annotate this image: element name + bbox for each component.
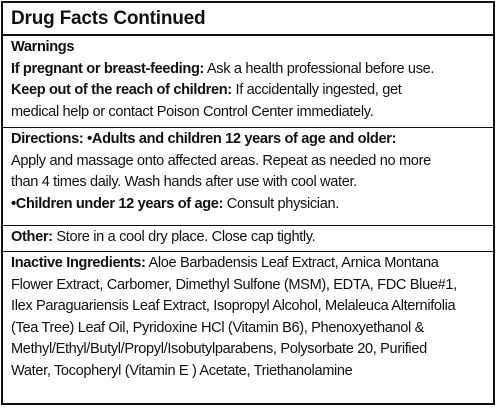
adults-text-1: Apply and massage onto affected areas. R… [11,152,431,169]
inactive-line-6: Water, Tocopheryl (Vitamin E ) Acetate, … [11,362,353,379]
panel-title: Drug Facts Continued [3,3,493,36]
inactive-ingredients-section: Inactive Ingredients: Aloe Barbadensis L… [3,252,493,384]
other-text: Store in a cool dry place. Close cap tig… [56,229,316,245]
warnings-heading: Warnings [11,39,75,55]
under12-line: •Children under 12 years of age: Consult… [11,194,485,216]
bullet-icon: • [87,131,92,147]
warnings-section: Warnings If pregnant or breast-feeding: … [3,36,493,128]
bullet-icon: • [11,195,16,212]
children-warning: Keep out of the reach of children: If ac… [11,80,485,102]
directions-section: Directions: •Adults and children 12 year… [3,128,493,226]
adults-text-2: than 4 times daily. Wash hands after use… [11,174,357,190]
other-section: Other: Store in a cool dry place. Close … [3,226,493,252]
inactive-line-4: (Tea Tree) Leaf Oil, Pyridoxine HCl (Vit… [11,319,425,336]
under12-text: Consult physician. [226,195,339,212]
pregnant-warning: If pregnant or breast-feeding: Ask a hea… [11,59,485,81]
directions-first-line: Directions: •Adults and children 12 year… [11,129,485,151]
other-line: Other: Store in a cool dry place. Close … [11,227,485,249]
inactive-text-1: Aloe Barbadensis Leaf Extract, Arnica Mo… [148,255,439,271]
inactive-line-1: Inactive Ingredients: Aloe Barbadensis L… [11,253,485,275]
inactive-line-3: Ilex Paraguariensis Leaf Extract, Isopro… [11,298,456,314]
children-label: Keep out of the reach of children: [11,82,232,98]
inactive-heading: Inactive Ingredients: [11,255,146,271]
children-text-1: If accidentally ingested, get [235,82,402,98]
pregnant-label: If pregnant or breast-feeding: [11,60,205,77]
inactive-line-5: Methyl/Ethyl/Butyl/Propyl/Isobutylparabe… [11,341,427,357]
inactive-line-2: Flower Extract, Carbomer, Dimethyl Sulfo… [11,276,457,293]
pregnant-text: Ask a health professional before use. [206,60,435,77]
other-heading: Other: [11,229,53,245]
directions-heading: Directions: [11,131,84,147]
children-text-2: medical help or contact Poison Control C… [11,103,374,120]
under12-label: Children under 12 years of age: [15,195,224,212]
drug-facts-panel: Drug Facts Continued Warnings If pregnan… [1,1,495,405]
adults-label: Adults and children 12 years of age and … [91,131,397,147]
